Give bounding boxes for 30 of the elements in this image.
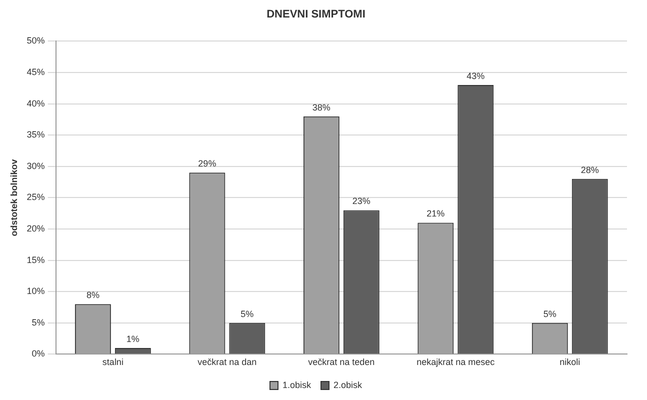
data-label: 5%: [543, 308, 556, 319]
chart-title: DNEVNI SIMPTOMI: [266, 8, 366, 21]
data-label: 23%: [352, 196, 370, 206]
x-tick-label: večkrat na dan: [198, 357, 257, 368]
data-label: 43%: [466, 71, 485, 82]
y-tick-label: 40%: [26, 98, 45, 108]
y-tick-label: 25%: [26, 192, 45, 202]
x-tick-label: nikoli: [560, 357, 580, 368]
y-tick-label: 5%: [32, 317, 45, 328]
x-tick-label: večkrat na teden: [308, 357, 375, 368]
legend-label: 1.obisk: [282, 380, 312, 390]
y-tick-label: 10%: [26, 286, 45, 296]
x-tick-label: stalni: [102, 357, 124, 368]
y-tick-label: 30%: [26, 160, 45, 171]
y-tick-label: 50%: [26, 36, 45, 46]
y-axis-title: odstotek bolnikov: [8, 159, 19, 236]
data-label: 38%: [312, 102, 330, 112]
data-label: 28%: [580, 164, 599, 175]
data-label: 21%: [426, 208, 445, 219]
y-tick-label: 0%: [32, 348, 45, 359]
data-label: 1%: [126, 334, 140, 344]
x-tick-label: nekajkrat na mesec: [416, 357, 496, 368]
y-tick-label: 45%: [26, 66, 45, 77]
data-label: 29%: [198, 158, 216, 169]
y-tick-label: 35%: [26, 130, 45, 140]
y-tick-label: 20%: [26, 223, 45, 234]
data-label: 5%: [240, 308, 254, 319]
y-tick-label: 15%: [26, 254, 45, 265]
legend-label: 2.obisk: [334, 380, 363, 390]
data-label: 8%: [86, 290, 100, 300]
